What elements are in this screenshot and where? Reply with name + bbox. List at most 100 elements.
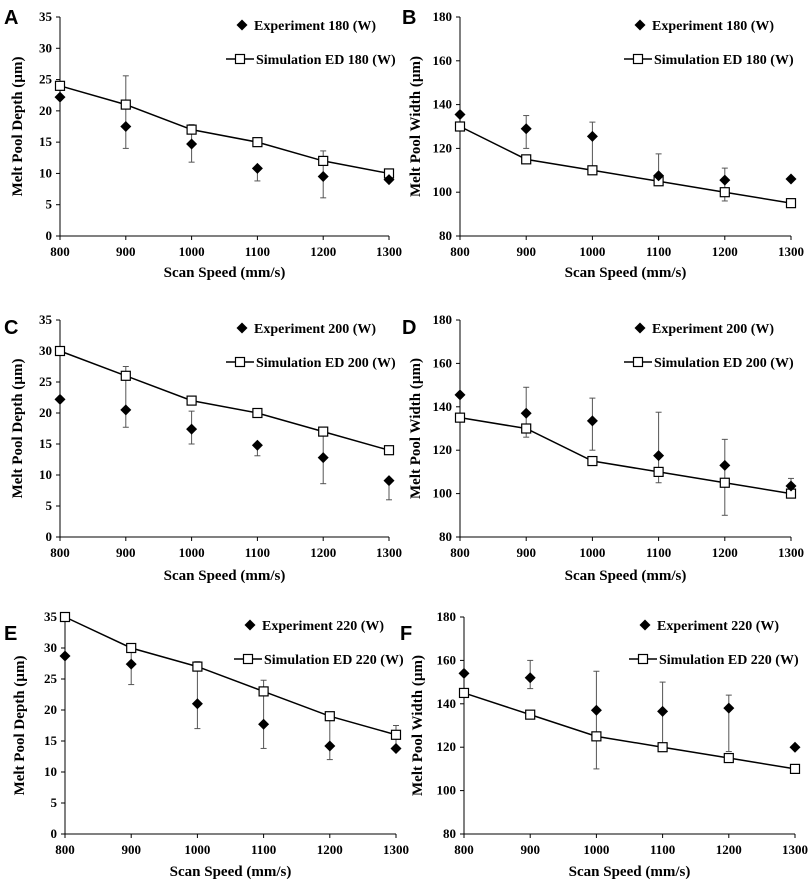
x-tick-label: 1200 bbox=[712, 244, 738, 259]
simulation-point bbox=[59, 611, 71, 623]
x-axis-label: Scan Speed (mm/s) bbox=[565, 265, 687, 281]
simulation-point bbox=[587, 455, 598, 467]
simulation-line bbox=[59, 350, 390, 451]
experiment-point bbox=[324, 740, 336, 752]
simulation-point bbox=[186, 124, 197, 135]
y-tick-label: 20 bbox=[39, 405, 52, 420]
experiment-point bbox=[186, 138, 198, 150]
experiment-point bbox=[657, 705, 669, 717]
y-tick-label: 30 bbox=[39, 40, 52, 55]
simulation-point bbox=[657, 742, 668, 753]
legend-experiment-label: Experiment 200 (W) bbox=[652, 322, 774, 337]
y-tick-label: 120 bbox=[433, 442, 453, 457]
simulation-point bbox=[789, 763, 801, 775]
experiment-point bbox=[390, 742, 402, 754]
legend-simulation-marker bbox=[632, 356, 644, 368]
y-tick-label: 20 bbox=[39, 103, 52, 118]
simulation-line bbox=[463, 692, 796, 770]
experiment-point bbox=[653, 450, 665, 462]
panel-F: F 80 100 120 140 160 180 800 900 1000 1100 1200 1300… bbox=[400, 609, 808, 880]
x-tick-label: 900 bbox=[516, 244, 536, 259]
experiment-point bbox=[186, 423, 198, 435]
x-tick-label: 900 bbox=[121, 842, 141, 857]
legend-experiment-marker bbox=[634, 322, 646, 334]
x-tick-label: 800 bbox=[55, 842, 75, 857]
x-tick-label: 1100 bbox=[646, 244, 671, 259]
x-tick-label: 1100 bbox=[245, 545, 270, 560]
x-tick-label: 1200 bbox=[310, 244, 336, 259]
simulation-point bbox=[454, 412, 466, 423]
x-axis-label: Scan Speed (mm/s) bbox=[170, 864, 292, 880]
experiment-point bbox=[59, 650, 71, 662]
experiment-point bbox=[120, 404, 132, 416]
y-tick-label: 15 bbox=[39, 134, 53, 149]
x-tick-label: 1000 bbox=[179, 244, 205, 259]
panel-letter: E bbox=[4, 623, 17, 645]
experiment-point bbox=[586, 415, 598, 427]
legend-simulation-label: Simulation ED 200 (W) bbox=[654, 356, 794, 371]
legend-experiment-marker bbox=[634, 19, 646, 31]
simulation-point bbox=[719, 477, 730, 488]
y-tick-label: 160 bbox=[433, 53, 453, 68]
x-axis-label: Scan Speed (mm/s) bbox=[565, 568, 687, 584]
y-tick-label: 10 bbox=[39, 165, 52, 180]
y-tick-label: 140 bbox=[437, 696, 457, 711]
x-tick-label: 1100 bbox=[646, 545, 671, 560]
legend-simulation-label: Simulation ED 220 (W) bbox=[659, 653, 799, 668]
simulation-point bbox=[192, 661, 203, 672]
y-tick-label: 160 bbox=[437, 652, 457, 667]
y-tick-label: 180 bbox=[437, 609, 457, 624]
y-tick-label: 80 bbox=[439, 228, 452, 243]
y-tick-label: 35 bbox=[39, 312, 53, 327]
simulation-point bbox=[521, 154, 532, 165]
y-tick-label: 25 bbox=[44, 671, 58, 686]
y-tick-label: 10 bbox=[44, 764, 57, 779]
y-tick-label: 140 bbox=[433, 97, 453, 112]
y-axis-label: Melt Pool Width (µm) bbox=[408, 358, 424, 499]
simulation-point bbox=[723, 752, 734, 764]
x-tick-label: 1000 bbox=[579, 244, 605, 259]
y-tick-label: 120 bbox=[437, 739, 457, 754]
simulation-point bbox=[54, 345, 66, 357]
experiment-point bbox=[251, 439, 263, 451]
experiment-point bbox=[258, 718, 270, 730]
legend-experiment-marker bbox=[236, 322, 248, 334]
x-tick-label: 1000 bbox=[179, 545, 205, 560]
panel-letter: B bbox=[402, 7, 416, 29]
x-tick-label: 900 bbox=[116, 545, 136, 560]
simulation-point bbox=[390, 729, 402, 740]
experiment-point bbox=[789, 741, 801, 753]
x-tick-label: 1200 bbox=[317, 842, 343, 857]
experiment-point bbox=[54, 91, 66, 103]
y-axis-label: Melt Pool Depth (µm) bbox=[12, 656, 28, 796]
simulation-point bbox=[458, 687, 470, 699]
y-tick-label: 0 bbox=[46, 228, 53, 243]
legend-simulation-label: Simulation ED 200 (W) bbox=[256, 356, 396, 371]
x-tick-label: 1300 bbox=[782, 842, 808, 857]
experiment-point bbox=[383, 174, 395, 186]
x-tick-label: 1000 bbox=[579, 545, 605, 560]
x-tick-label: 800 bbox=[50, 545, 70, 560]
legend-simulation-label: Simulation ED 180 (W) bbox=[654, 53, 794, 68]
simulation-point bbox=[587, 165, 598, 176]
x-tick-label: 1300 bbox=[778, 545, 804, 560]
x-tick-label: 800 bbox=[50, 244, 70, 259]
y-tick-label: 25 bbox=[39, 374, 53, 389]
y-tick-label: 20 bbox=[44, 702, 57, 717]
x-axis-label: Scan Speed (mm/s) bbox=[164, 265, 286, 281]
y-tick-label: 30 bbox=[39, 343, 52, 358]
y-tick-label: 160 bbox=[433, 355, 453, 370]
legend-experiment-label: Experiment 180 (W) bbox=[254, 19, 376, 34]
x-tick-label: 900 bbox=[116, 244, 136, 259]
simulation-point bbox=[54, 80, 66, 91]
y-tick-label: 35 bbox=[39, 9, 53, 24]
x-tick-label: 800 bbox=[454, 842, 474, 857]
experiment-point bbox=[317, 171, 329, 183]
panel-D: D 80 100 120 140 160 180 800 900 1000 1100 1200 1300… bbox=[402, 312, 804, 584]
y-tick-label: 35 bbox=[44, 609, 58, 624]
simulation-point bbox=[120, 99, 131, 110]
legend-simulation-label: Simulation ED 220 (W) bbox=[264, 653, 404, 668]
legend-experiment-label: Experiment 180 (W) bbox=[652, 19, 774, 34]
x-tick-label: 1300 bbox=[383, 842, 409, 857]
experiment-point bbox=[520, 407, 532, 419]
